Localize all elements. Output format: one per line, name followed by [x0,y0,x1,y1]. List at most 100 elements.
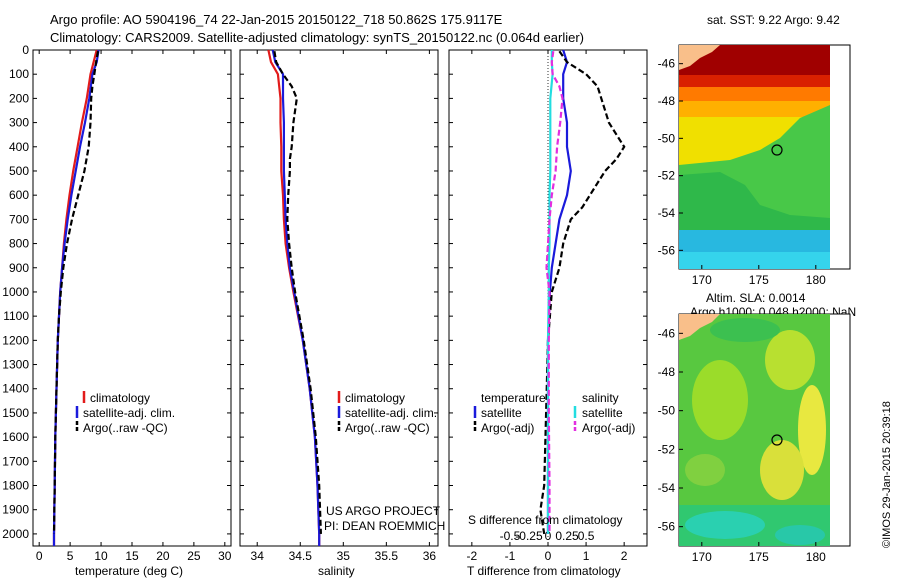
x-tick-label: 25 [187,549,201,563]
x-tick-label: 34 [251,549,265,563]
legend-label: satellite [582,406,623,420]
sla-map-title-line1: Altim. SLA: 0.0014 [706,291,806,305]
legend-label: Argo(..raw -QC) [345,421,430,435]
y-tick-label: 2000 [2,527,29,541]
map-x-tick-label: 170 [692,273,712,287]
legend-label: satellite-adj. clim. [345,406,437,420]
map-x-tick-label: 170 [692,550,712,564]
x-top-tick-label: -0.25 [515,529,543,543]
map-x-tick-label: 175 [749,273,769,287]
x-tick-label: 0 [545,549,552,563]
map-y-tick-label: -52 [658,442,676,456]
legend-heading-temperature: temperature [481,391,546,405]
sst-map-field [679,45,830,269]
x-tick-label: 35.5 [375,549,399,563]
legend-label: Argo(..raw -QC) [83,421,168,435]
y-tick-label: 1800 [2,479,29,493]
credit-timestamp: ©IMOS 29-Jan-2015 20:39:18 [881,401,893,548]
map-y-tick-label: -48 [658,365,676,379]
legend-label: climatology [345,391,405,405]
sst-argo-location-marker [771,144,783,156]
series-line-salinity-argo-adj- [545,51,564,534]
temperature-xlabel: temperature (deg C) [75,564,183,578]
y-tick-label: 600 [9,188,29,202]
legend-label: climatology [90,391,150,405]
map-y-tick-label: -56 [658,520,676,534]
x-tick-label: 30 [218,549,232,563]
y-tick-label: 400 [9,140,29,154]
series-line-argo-raw-qc- [52,51,100,534]
map-x-tick-label: 180 [806,550,826,564]
y-tick-label: 1700 [2,454,29,468]
y-tick-label: 200 [9,91,29,105]
sla-argo-location-marker [771,434,783,446]
sst-map-title: sat. SST: 9.22 Argo: 9.42 [707,13,840,27]
legend-label: satellite [481,406,522,420]
temperature-plot: 0100200300400500600700800900100011001200… [2,43,232,563]
temperature-legend: climatology satellite-adj. clim. Argo(..… [75,391,175,435]
y-tick-label: 300 [9,116,29,130]
y-tick-label: 1000 [2,285,29,299]
series-line-argo-raw-qc- [273,51,322,534]
y-tick-label: 1500 [2,406,29,420]
sla-map-ticks: 170 175 180 -46 -48 -50 -52 -54 -56 [658,326,826,564]
y-tick-label: 1600 [2,430,29,444]
x-tick-label: 1 [583,549,590,563]
figure-title-line2: Climatology: CARS2009. Satellite-adjuste… [50,30,584,45]
x-tick-label: 34.5 [289,549,313,563]
y-tick-label: 1100 [3,309,29,323]
x-top-tick-label: -0.5 [500,529,521,543]
salinity-axes [239,49,439,547]
salinity-legend: climatology satellite-adj. clim. Argo(..… [337,391,437,435]
y-tick-label: 800 [9,237,29,251]
x-tick-label: 0 [36,549,43,563]
difference-xlabel: T difference from climatology [467,564,621,578]
map-y-tick-label: -50 [658,404,676,418]
project-annotation: US ARGO PROJECT [326,504,441,518]
y-tick-label: 100 [9,67,29,81]
y-tick-label: 1400 [2,382,29,396]
x-tick-label: 15 [125,549,139,563]
difference-legend: temperature satellite Argo(-adj) salinit… [473,391,635,435]
legend-label: satellite-adj. clim. [83,406,175,420]
map-y-tick-label: -46 [658,326,676,340]
difference-xlabel-top: S difference from climatology [468,513,623,527]
map-x-tick-label: 180 [806,273,826,287]
sla-map-field [679,314,830,546]
x-tick-label: -1 [505,549,516,563]
series-line-climatology [267,49,321,546]
x-tick-label: -2 [467,549,478,563]
map-y-tick-label: -52 [658,169,676,183]
legend-label: Argo(-adj) [481,421,534,435]
difference-plot: -2 -1 0 1 2-0.5-0.25 0 0.25 0.5 [449,49,647,563]
pi-annotation: PI: DEAN ROEMMICH [324,519,445,533]
y-tick-label: 900 [9,261,29,275]
y-tick-label: 1900 [2,503,29,517]
salinity-xlabel: salinity [318,564,355,578]
salinity-plot: 34 34.5 35 35.5 36 [240,49,438,563]
y-tick-label: 500 [9,164,29,178]
y-tick-label: 700 [9,212,29,226]
legend-label: Argo(-adj) [582,421,635,435]
series-line-temperature-argo-adj- [539,50,626,535]
x-top-tick-label: 0.5 [578,529,595,543]
x-tick-label: 36 [423,549,437,563]
x-tick-label: 2 [621,549,628,563]
y-tick-label: 1300 [2,358,29,372]
series-line-satellite-adj-clim- [271,49,321,546]
map-y-tick-label: -56 [658,243,676,257]
y-tick-label: 0 [22,43,29,57]
temperature-axes [32,49,232,547]
map-y-tick-label: -54 [658,206,676,220]
map-y-tick-label: -54 [658,481,676,495]
x-tick-label: 20 [156,549,170,563]
map-y-tick-label: -48 [658,94,676,108]
map-y-tick-label: -46 [658,57,676,71]
x-tick-label: 10 [94,549,108,563]
series-line-satellite-adj-clim- [52,49,100,546]
map-y-tick-label: -50 [658,131,676,145]
figure-title-line1: Argo profile: AO 5904196_74 22-Jan-2015 … [50,12,503,27]
map-x-tick-label: 175 [749,550,769,564]
legend-heading-salinity: salinity [582,391,619,405]
